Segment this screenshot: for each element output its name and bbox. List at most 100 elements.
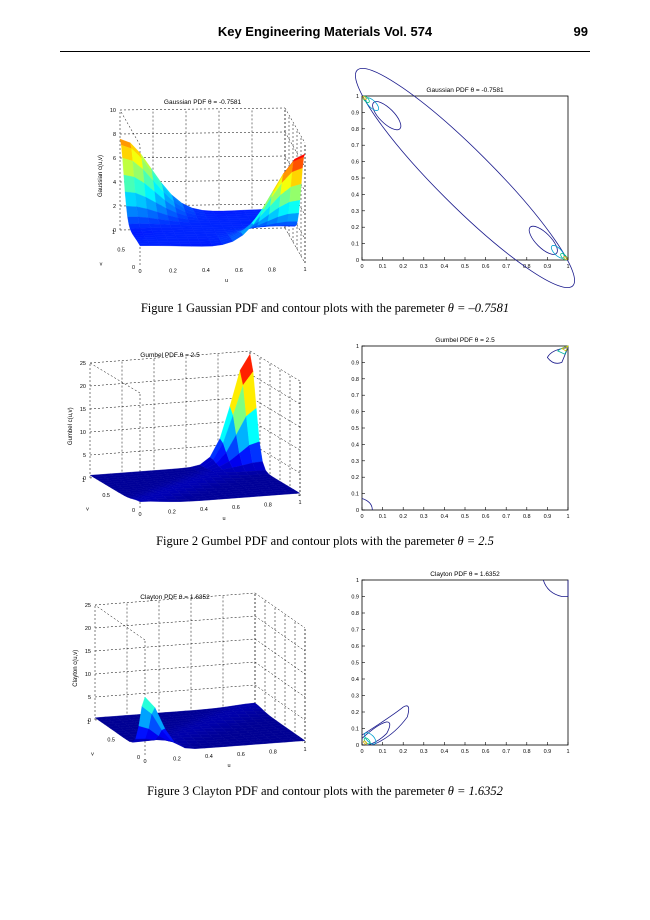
surface-patch: [213, 212, 226, 215]
surface-patch: [194, 231, 207, 235]
surface-patch: [187, 238, 200, 242]
surface-patch: [221, 224, 234, 228]
surface-patch: [215, 214, 228, 217]
u-tick-label: 0.2: [173, 757, 181, 763]
figure-3-caption-text: Figure 3 Clayton PDF and contour plots w…: [147, 784, 445, 798]
side-wall-gridline: [249, 373, 301, 405]
journal-header: Key Engineering Materials Vol. 574: [217, 24, 433, 39]
figure-3-contour-plot: Clayton PDF θ = 1.6352 0 0.1 0.2 0.3 0.4 0.5 0.…: [351, 571, 569, 755]
back-wall-gridline: [94, 684, 256, 698]
y-tick-label: 0.2: [351, 710, 359, 716]
surface-patch: [230, 222, 243, 225]
z-tick-label: 4: [113, 180, 116, 186]
x-tick-label: 1: [566, 514, 569, 520]
contour-line-outer: [355, 68, 575, 288]
y-tick-label: 0.9: [351, 595, 359, 601]
u-tick-label: 0.4: [202, 268, 210, 274]
surface-patch: [238, 217, 251, 221]
y-tick-label: 0.8: [351, 377, 359, 383]
surface-patch: [208, 220, 221, 223]
contour-line-corner: [372, 101, 402, 131]
x-tick-label: 0.8: [523, 749, 531, 755]
u-tick-label: 0: [143, 759, 146, 765]
u-tick-label: 0.8: [264, 502, 272, 508]
contour-line-corner: [365, 97, 380, 111]
surface-patch: [126, 206, 138, 218]
surface-patch: [174, 234, 187, 237]
z-tick-label: 10: [80, 430, 86, 436]
surface-patch: [166, 238, 180, 242]
v-tick-label: 1: [112, 230, 115, 236]
u-tick-label: 0.8: [268, 267, 276, 273]
surface-patch: [206, 216, 219, 219]
x-tick-label: 0.1: [379, 514, 387, 520]
surface-patch: [209, 222, 222, 226]
figure-3-caption: Figure 3 Clayton PDF and contour plots w…: [0, 784, 650, 799]
y-tick-label: 0.6: [351, 644, 359, 650]
figure-1-caption: Figure 1 Gaussian PDF and contour plots …: [0, 301, 650, 316]
u-tick-label: 0: [138, 269, 141, 275]
y-tick-label: 0.2: [351, 475, 359, 481]
z-tick-label: 2: [113, 204, 116, 210]
y-tick-label: 0.7: [351, 628, 359, 634]
u-tick-label: 0.2: [168, 510, 176, 516]
surface-title: Gaussian PDF θ = -0.7581: [164, 99, 242, 106]
surface-patch: [164, 234, 177, 237]
back-wall-gridline: [89, 396, 251, 410]
v-axis-label: v: [86, 507, 89, 513]
x-tick-label: 1: [566, 264, 569, 270]
y-tick-label: 0.1: [351, 492, 359, 498]
side-wall-gridline: [254, 592, 306, 629]
surface-patch: [186, 236, 199, 239]
figure-2-caption-text: Figure 2 Gumbel PDF and contour plots wi…: [156, 534, 455, 548]
x-tick-label: 0.6: [482, 264, 490, 270]
surface-patch: [203, 229, 216, 232]
x-tick-label: 0.4: [441, 749, 449, 755]
y-tick-label: 0.6: [351, 160, 359, 166]
surface-patch: [177, 238, 190, 242]
x-tick-label: 0.6: [482, 749, 490, 755]
surface-patch: [287, 212, 299, 222]
back-wall-gridline: [89, 419, 251, 433]
contour-line-corner: [560, 345, 569, 352]
u-tick-label: 1: [298, 500, 301, 506]
surface-patch: [192, 229, 205, 232]
surface-patch: [138, 223, 151, 229]
surface-patch: [147, 241, 160, 244]
y-tick-label: 0.1: [351, 727, 359, 733]
z-tick-label: 0: [113, 228, 116, 234]
side-wall-gridline: [284, 227, 306, 264]
side-wall-gridline: [254, 615, 306, 652]
surface-patch: [212, 226, 225, 230]
x-tick-label: 0: [360, 264, 363, 270]
surface-patch: [285, 221, 298, 226]
surface-patch: [127, 216, 140, 225]
v-tick-label: 1: [82, 478, 85, 484]
surface-patch: [239, 220, 252, 223]
x-tick-label: 0.9: [544, 514, 552, 520]
contour-line-corner: [542, 579, 569, 597]
y-tick-label: 1: [356, 94, 359, 100]
z-tick-label: 15: [80, 407, 86, 413]
surface-patch: [218, 220, 231, 223]
contour-title: Clayton PDF θ = 1.6352: [430, 571, 500, 578]
surface-patch: [231, 224, 244, 228]
contour-axes-box: [361, 345, 569, 511]
y-tick-label: 0.2: [351, 225, 359, 231]
x-tick-label: 0.7: [502, 749, 510, 755]
back-wall-gridline: [94, 615, 256, 629]
figure-1-caption-parameter: θ = –0.7581: [447, 301, 510, 315]
y-tick-label: 0.6: [351, 410, 359, 416]
x-tick-label: 0.1: [379, 264, 387, 270]
surface-patch: [197, 238, 210, 242]
figure-2-contour-plot: Gumbel PDF θ = 2.5 0 0.1 0.2 0.3 0.4 0.5 0.6 0.7…: [351, 337, 569, 520]
top-edge: [89, 362, 141, 394]
contour-line-corner: [546, 347, 569, 364]
x-tick-label: 1: [566, 749, 569, 755]
z-axis-label: Gumbel c(u,v): [68, 407, 74, 445]
v-tick-label: 0.5: [117, 248, 125, 254]
z-tick-label: 25: [80, 361, 86, 367]
back-wall-gridline: [119, 131, 286, 135]
surface-patch: [190, 243, 203, 247]
side-wall-gridline: [254, 661, 306, 698]
